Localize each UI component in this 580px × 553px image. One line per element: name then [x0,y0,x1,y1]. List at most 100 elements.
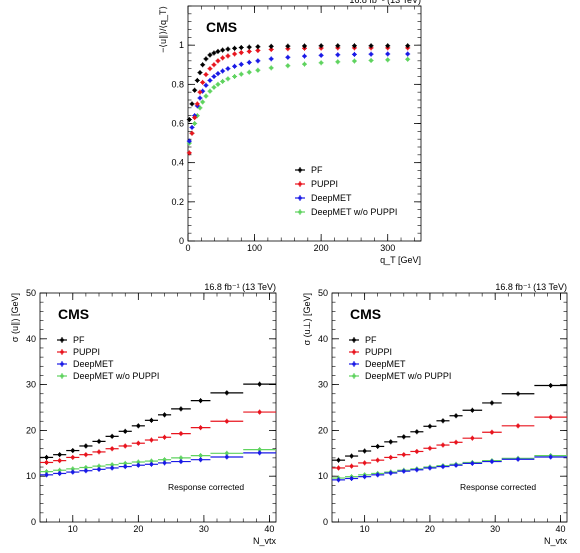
x-axis-label: N_vtx [544,536,568,546]
data-point [405,43,410,48]
chart-3: 10 20 30 40 0 10 20 30 40 50 N_vtx σ (u⊥) [GeV] 16.8… [302,282,567,546]
legend-marker [298,210,302,214]
data-point [57,468,62,473]
data-point [70,467,75,471]
data-point [470,436,475,440]
data-point [336,458,341,462]
data-point [204,94,208,98]
x-tick-label: 20 [425,524,435,534]
data-point [84,444,88,448]
legend-marker [352,362,356,366]
data-point [239,50,244,55]
data-point [286,63,290,68]
data-point [84,452,88,457]
data-point [286,55,290,60]
data-point [402,452,406,457]
series-puppi [332,414,567,471]
data-point [44,473,49,477]
data-point [198,457,203,462]
data-point [302,62,307,66]
data-point [136,441,141,446]
data-point [441,443,445,447]
legend-marker [60,374,64,378]
legend-label: DeepMET [311,193,352,203]
data-point [470,408,475,413]
data-point [232,52,237,56]
data-point [190,131,194,136]
data-point [195,113,200,118]
legend-entry: DeepMET [57,359,114,369]
data-point [204,57,208,61]
annotation-label: Response corrected [168,482,244,492]
lumi-label: 16.8 fb⁻¹ (13 TeV) [349,0,421,5]
data-point [349,454,354,458]
data-point [216,59,220,63]
data-point [302,44,307,48]
legend-label: DeepMET w/o PUPPI [365,371,451,381]
series-deepmet [332,454,567,483]
data-point [369,43,373,48]
data-point [269,66,274,70]
series-pf [40,381,276,460]
data-point [162,413,167,417]
data-point [110,466,114,470]
legend-entry: DeepMET w/o PUPPI [57,371,159,381]
data-point [319,43,323,48]
series-deepmet-w-o-puppi [40,447,276,475]
data-point [57,471,62,476]
data-point [44,460,49,465]
data-point [369,58,373,63]
data-point [208,53,212,57]
data-point [208,66,212,71]
data-point [247,49,252,54]
data-point [212,51,216,55]
data-point [352,52,357,57]
x-tick-label: 40 [264,524,274,534]
y-tick-label: 0.6 [171,119,184,129]
data-point [286,46,290,51]
data-point [335,60,340,64]
data-point [319,53,323,58]
data-point [200,62,205,67]
data-point [247,60,252,65]
legend-entry: DeepMET w/o PUPPI [295,207,397,217]
data-point [220,56,225,60]
series-deepmet [40,450,276,478]
data-point [336,466,341,470]
data-point [192,121,197,126]
data-point [269,44,274,49]
data-point [385,43,390,48]
series-pf [332,383,567,463]
data-point [548,383,553,388]
experiment-label: CMS [58,306,89,322]
data-point [192,88,197,93]
y-tick-label: 0 [179,236,184,246]
data-point [70,455,75,460]
data-point [269,47,274,52]
legend-entry: DeepMET [349,359,406,369]
data-point [187,117,192,122]
legend-label: PUPPI [365,347,392,357]
y-tick-label: 40 [318,334,328,344]
data-point [198,425,203,430]
data-point [136,460,141,464]
legend-marker [60,338,64,342]
data-point [208,89,212,93]
legend-marker [298,182,302,186]
data-point [388,455,393,460]
data-point [247,45,252,49]
data-point [352,59,357,63]
data-point [375,444,380,449]
data-point [216,49,220,54]
data-point [516,424,520,428]
data-point [428,446,432,451]
plot-frame [39,292,277,523]
data-point [57,452,62,457]
data-point [352,43,357,48]
data-point [415,449,419,454]
data-point [149,462,154,467]
data-point [123,464,128,469]
legend-entry: PF [295,165,323,175]
data-point [269,57,274,61]
data-point [319,60,323,65]
